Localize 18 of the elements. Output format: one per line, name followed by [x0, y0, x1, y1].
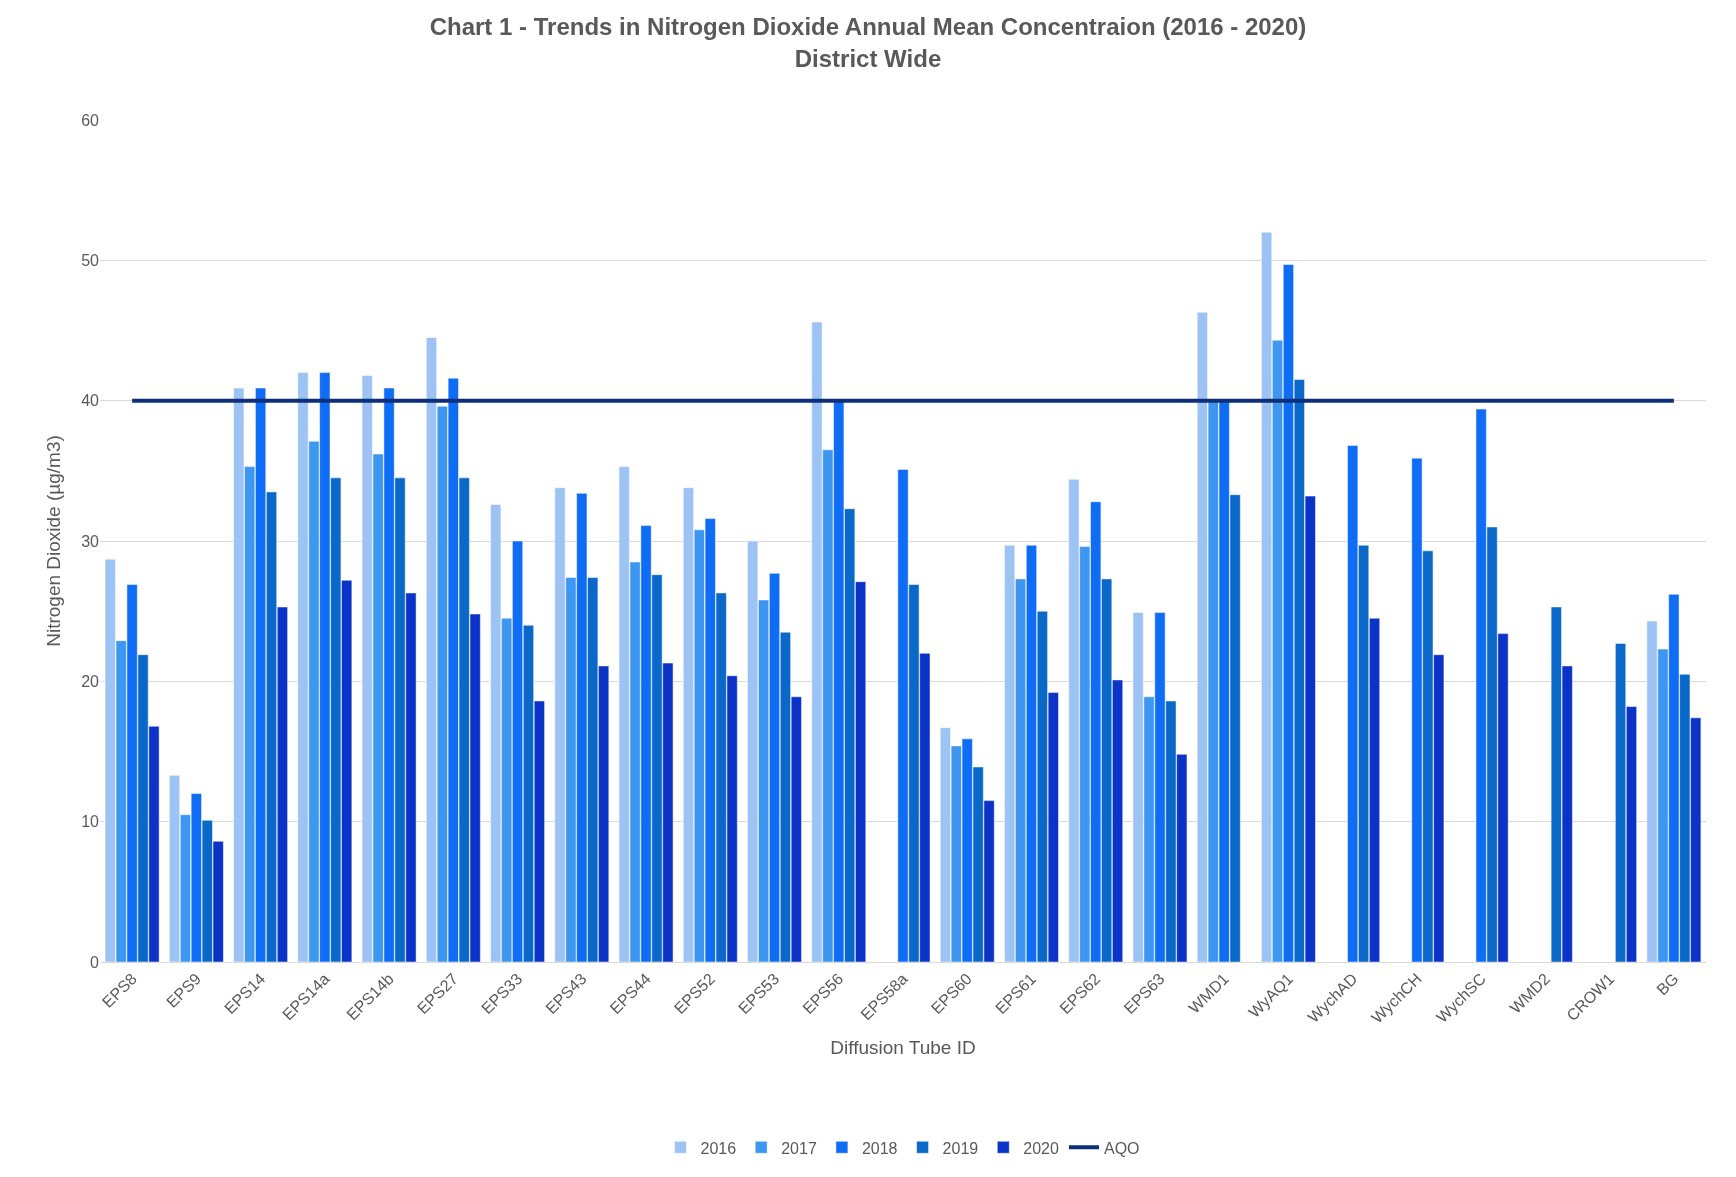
y-tick-label: 30 — [81, 532, 100, 550]
y-tick-label: 40 — [81, 392, 100, 410]
legend-label: 2019 — [942, 1139, 979, 1157]
legend-label: 2018 — [861, 1139, 898, 1157]
y-axis-title: Nitrogen Dioxide (µg/m3) — [43, 435, 65, 647]
y-tick-label: 50 — [81, 251, 100, 269]
y-tick-label: 0 — [90, 953, 100, 971]
legend-label: 2016 — [700, 1139, 737, 1157]
x-tick-label: BG — [1653, 969, 1682, 999]
legend-label: 2020 — [1023, 1139, 1059, 1157]
x-axis-title: Diffusion Tube ID — [830, 1037, 976, 1059]
y-tick-label: 20 — [81, 672, 100, 690]
chart-subtitle: District Wide — [794, 44, 942, 72]
y-tick-label: 10 — [81, 813, 100, 831]
chart-title: Chart 1 - Trends in Nitrogen Dioxide Annual Mean Concentraion (2016 - 2020) — [429, 13, 1307, 41]
legend-label: 2017 — [781, 1139, 817, 1157]
y-tick-label: 60 — [81, 111, 100, 129]
legend-label: AQO — [1103, 1139, 1140, 1157]
